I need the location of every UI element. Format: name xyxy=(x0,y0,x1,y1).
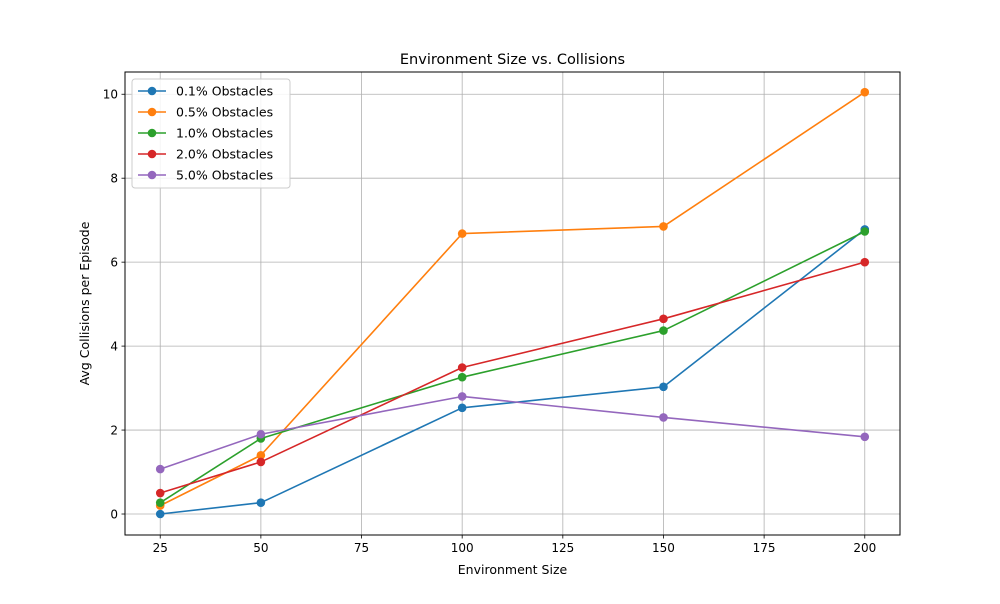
y-tick-label: 8 xyxy=(110,172,118,186)
data-point xyxy=(659,413,668,422)
data-point xyxy=(860,432,870,442)
grid xyxy=(125,72,900,535)
legend-box xyxy=(131,78,291,189)
data-point xyxy=(256,450,266,460)
data-point xyxy=(155,498,165,507)
legend-label: 2.0% Obstacles xyxy=(176,147,273,162)
legend-marker xyxy=(147,170,157,180)
data-point xyxy=(155,464,165,474)
y-tick-label: 6 xyxy=(110,256,118,270)
x-tick-label: 50 xyxy=(253,541,268,555)
series-line xyxy=(159,261,865,494)
legend-label: 1.0% Obstacles xyxy=(176,126,273,141)
data-point xyxy=(659,326,668,335)
legend-item: 0.1% Obstacles xyxy=(138,84,273,99)
series-4 xyxy=(155,392,870,474)
data-point xyxy=(457,363,467,372)
data-point xyxy=(659,222,668,231)
legend-item: 1.0% Obstacles xyxy=(138,126,273,141)
data-point xyxy=(457,229,467,238)
series-3 xyxy=(155,257,870,498)
legend-label: 0.5% Obstacles xyxy=(176,105,273,120)
data-point xyxy=(155,488,165,498)
legend: 0.1% Obstacles 0.5% Obstacles 1.0% Obstacl… xyxy=(131,78,291,189)
x-tick-label: 175 xyxy=(753,541,776,555)
legend-label: 5.0% Obstacles xyxy=(176,168,273,183)
data-point xyxy=(256,498,266,507)
legend-marker xyxy=(147,107,157,117)
data-point xyxy=(155,509,165,519)
legend-marker xyxy=(147,86,157,96)
legend-marker xyxy=(147,149,157,159)
x-tick-label: 25 xyxy=(153,541,168,555)
chart-title: Environment Size vs. Collisions xyxy=(400,52,625,68)
y-tick-label: 10 xyxy=(103,88,118,102)
data-point xyxy=(457,403,467,413)
x-tick-label: 75 xyxy=(354,541,369,555)
legend-label: 0.1% Obstacles xyxy=(176,84,273,99)
series-line xyxy=(160,228,866,515)
data-point xyxy=(659,382,668,392)
data-point xyxy=(860,257,870,267)
data-point xyxy=(860,227,870,236)
legend-item: 0.5% Obstacles xyxy=(138,105,273,120)
series-2 xyxy=(155,227,870,507)
data-point xyxy=(256,429,266,439)
data-point xyxy=(256,457,266,467)
series-line xyxy=(159,395,865,470)
y-tick-label: 0 xyxy=(110,508,118,522)
y-axis-label: Avg Collisions per Episode xyxy=(77,221,92,385)
data-point xyxy=(860,87,870,97)
y-tick-label: 2 xyxy=(110,424,118,438)
series-layer xyxy=(155,87,870,519)
x-tick-label: 200 xyxy=(853,541,876,555)
x-tick-label: 100 xyxy=(451,541,474,555)
x-tick-label: 150 xyxy=(652,541,675,555)
plot-frame xyxy=(124,71,901,536)
legend-item: 5.0% Obstacles xyxy=(138,168,273,183)
series-line xyxy=(159,230,866,504)
x-axis-label: Environment Size xyxy=(458,562,568,577)
legend-item: 2.0% Obstacles xyxy=(138,147,273,162)
legend-marker xyxy=(147,128,157,138)
x-tick-label: 125 xyxy=(551,541,574,555)
data-point xyxy=(659,314,668,324)
axis-ticks: 25 50 75 100 125 150 175 200 0 2 4 6 8 10 xyxy=(103,88,877,555)
data-point xyxy=(457,392,467,401)
series-0 xyxy=(155,225,870,519)
y-tick-label: 4 xyxy=(110,340,118,354)
data-point xyxy=(457,372,467,382)
